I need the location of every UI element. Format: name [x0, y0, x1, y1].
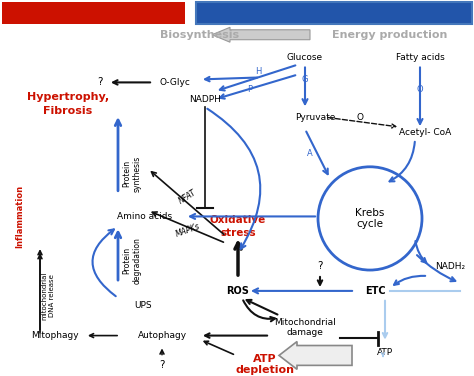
- Text: Pyruvate: Pyruvate: [295, 113, 336, 122]
- Text: Hypertrophy,: Hypertrophy,: [27, 92, 109, 102]
- Text: G: G: [302, 75, 308, 84]
- Text: Fatty acids: Fatty acids: [396, 53, 444, 62]
- Text: Protein
degradation: Protein degradation: [122, 237, 142, 284]
- Text: Mitophagy: Mitophagy: [31, 331, 79, 340]
- Text: Protein
synthesis: Protein synthesis: [122, 156, 142, 192]
- Text: ETC: ETC: [365, 286, 385, 296]
- Text: P: P: [247, 85, 253, 94]
- Text: Autophagy: Autophagy: [137, 331, 187, 340]
- Text: mitochondrial
DNA release: mitochondrial DNA release: [42, 272, 55, 320]
- Text: O: O: [356, 113, 364, 122]
- Text: Metabolic remodeling: Metabolic remodeling: [266, 8, 402, 18]
- Text: MAPKs: MAPKs: [174, 222, 201, 239]
- Text: Amino acids: Amino acids: [118, 212, 173, 221]
- FancyBboxPatch shape: [2, 2, 185, 24]
- Text: ROS: ROS: [227, 286, 249, 296]
- Text: Inflammation: Inflammation: [16, 185, 25, 248]
- Text: NADH₂: NADH₂: [435, 262, 465, 271]
- FancyBboxPatch shape: [196, 2, 472, 24]
- Text: stress: stress: [220, 228, 256, 238]
- Text: Fibrosis: Fibrosis: [44, 106, 92, 116]
- Text: Energy production: Energy production: [332, 30, 447, 40]
- FancyArrow shape: [279, 341, 352, 369]
- Text: Krebs
cycle: Krebs cycle: [356, 208, 385, 229]
- Text: ?: ?: [317, 261, 323, 271]
- Text: H: H: [255, 67, 261, 76]
- Text: O: O: [417, 85, 423, 94]
- Text: ATP: ATP: [253, 355, 277, 364]
- Text: Acetyl- CoA: Acetyl- CoA: [399, 127, 451, 136]
- FancyArrow shape: [212, 27, 310, 42]
- Text: NFAT: NFAT: [178, 188, 199, 205]
- Text: UPS: UPS: [134, 301, 152, 310]
- Text: NADPH: NADPH: [189, 95, 221, 104]
- Text: Biosynthesis: Biosynthesis: [160, 30, 239, 40]
- Text: depletion: depletion: [236, 365, 294, 375]
- Text: O-Glyc: O-Glyc: [160, 78, 191, 87]
- Text: Mitochondrial
damage: Mitochondrial damage: [274, 318, 336, 337]
- Text: ATP: ATP: [377, 348, 393, 357]
- Text: Glucose: Glucose: [287, 53, 323, 62]
- Text: ?: ?: [97, 77, 103, 87]
- Text: A: A: [307, 149, 313, 158]
- Text: Oxidative: Oxidative: [210, 215, 266, 225]
- Text: ?: ?: [159, 360, 165, 370]
- Text: Structural remodeling: Structural remodeling: [24, 8, 162, 18]
